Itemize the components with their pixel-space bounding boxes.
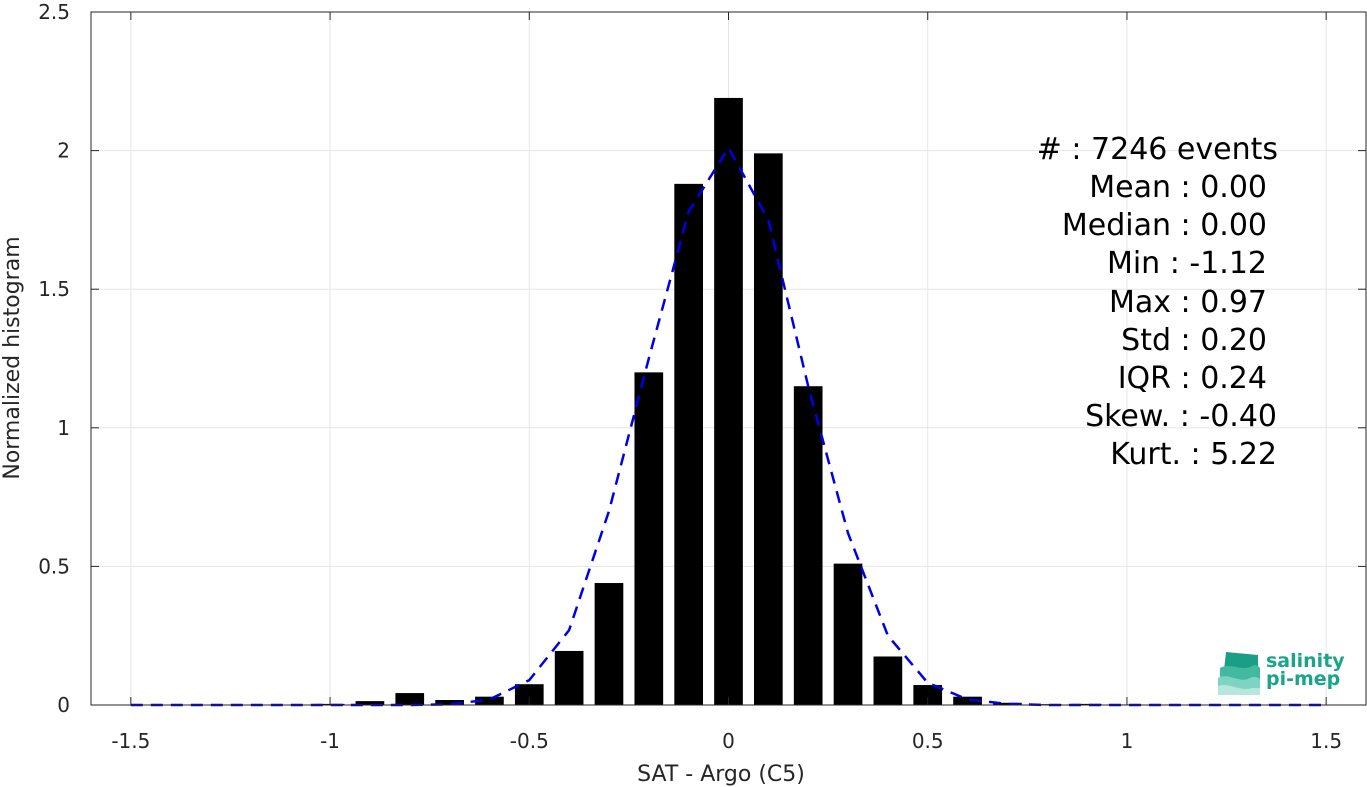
x-tick-label: 1 xyxy=(1121,729,1134,753)
stat-std: Std : 0.20 xyxy=(1121,323,1267,358)
histogram-bar xyxy=(873,656,903,705)
stat-max: Max : 0.97 xyxy=(1109,285,1267,320)
stat-median: Median : 0.00 xyxy=(1062,208,1267,243)
x-tick-label: 0.5 xyxy=(912,729,944,753)
histogram-bar xyxy=(754,153,783,705)
histogram-bar xyxy=(395,693,425,705)
axis-ticks xyxy=(91,11,1366,706)
histogram-bar xyxy=(674,183,703,705)
histogram-bar xyxy=(833,563,863,705)
y-axis-label: Normalized histogram xyxy=(0,236,25,479)
histogram-bar xyxy=(793,386,823,705)
histogram-bar xyxy=(634,372,664,705)
stat-kurt: Kurt. : 5.22 xyxy=(1110,437,1277,472)
histogram-bar xyxy=(594,583,624,705)
x-tick-label: 1.5 xyxy=(1310,729,1342,753)
stats-box: # : 7246 events Mean : 0.00 Median : 0.0… xyxy=(1037,132,1278,472)
y-tick-label: 1 xyxy=(57,416,70,440)
y-tick-label: 2 xyxy=(57,139,70,163)
histogram-bar xyxy=(554,650,584,705)
histogram-bar xyxy=(1072,703,1102,705)
histogram-bar xyxy=(355,701,385,705)
logo-line2: pi-mep xyxy=(1266,668,1340,690)
histogram-bar xyxy=(514,684,544,705)
histogram-bar xyxy=(953,696,982,705)
x-axis-label: SAT - Argo (C5) xyxy=(637,762,805,787)
x-tick-label: -1 xyxy=(320,729,340,753)
stat-iqr: IQR : 0.24 xyxy=(1118,361,1267,396)
x-tick-label: -0.5 xyxy=(510,729,549,753)
wave-logo-icon xyxy=(1218,652,1260,695)
stat-mean: Mean : 0.00 xyxy=(1089,170,1267,205)
y-tick-labels: 0 0.5 1 1.5 2 2.5 xyxy=(38,0,70,717)
salinity-pimep-logo: salinity pi-mep xyxy=(1218,650,1345,695)
y-tick-label: 2.5 xyxy=(38,0,70,24)
histogram-bar xyxy=(475,696,504,705)
histogram-bar xyxy=(913,685,943,705)
histogram-bar xyxy=(714,97,743,705)
x-tick-label: -1.5 xyxy=(111,729,150,753)
histogram-bar xyxy=(993,702,1022,705)
y-tick-label: 0.5 xyxy=(38,554,70,578)
histogram-bars xyxy=(315,97,1142,705)
x-tick-labels: -1.5 -1 -0.5 0 0.5 1 1.5 xyxy=(111,729,1342,753)
stat-min: Min : -1.12 xyxy=(1107,246,1267,281)
stat-events: # : 7246 events xyxy=(1037,132,1278,167)
stat-skew: Skew. : -0.40 xyxy=(1085,399,1277,434)
x-tick-label: 0 xyxy=(722,729,735,753)
logo-line1: salinity xyxy=(1266,650,1345,672)
y-tick-label: 1.5 xyxy=(38,277,70,301)
histogram-bar xyxy=(435,700,464,705)
y-tick-label: 0 xyxy=(57,693,70,717)
